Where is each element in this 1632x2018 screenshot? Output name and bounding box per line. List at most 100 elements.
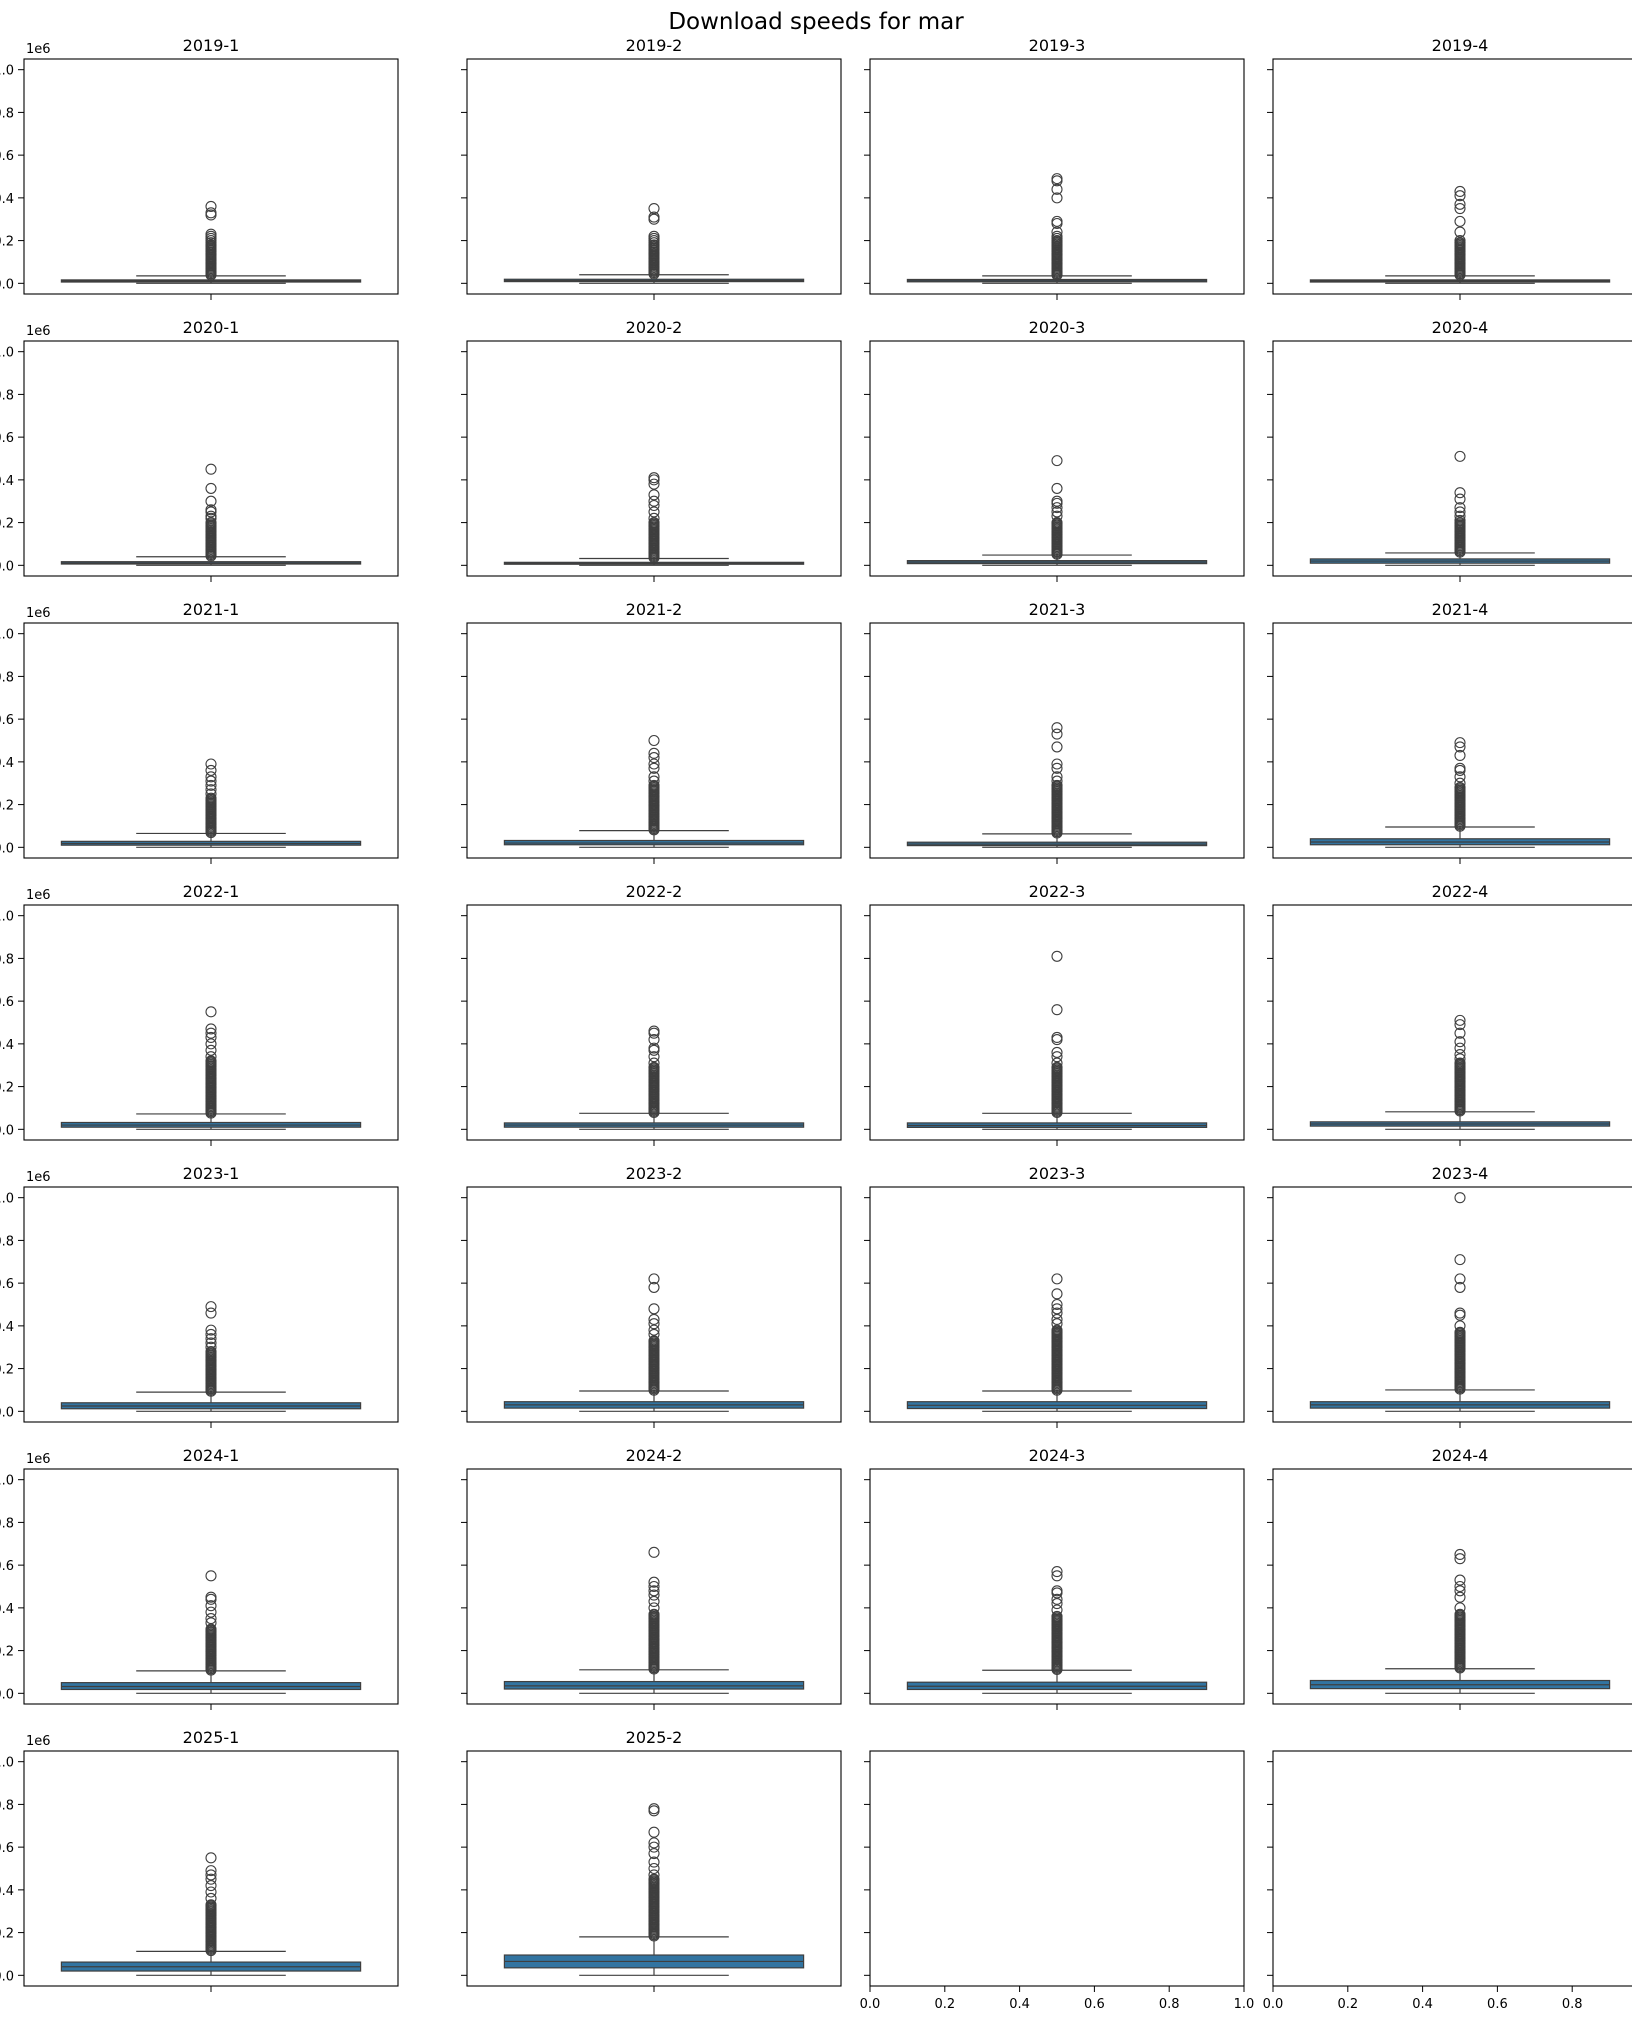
subplot-2023-2: 2023-2	[461, 1164, 842, 1428]
outlier-point	[205, 239, 217, 251]
axes-frame	[1272, 1186, 1632, 1423]
axes-frame	[23, 1468, 399, 1705]
outlier-point	[205, 1623, 217, 1635]
outlier-point	[1051, 1298, 1063, 1311]
outlier-point	[1051, 1057, 1063, 1069]
subplot-title: 2021-4	[1432, 600, 1489, 619]
y-tick-label: 0.4	[0, 1602, 14, 1617]
outlier-point	[1454, 450, 1466, 462]
y-tick-label: 0.6	[0, 431, 14, 446]
outlier-point	[1051, 502, 1063, 514]
outlier-point	[648, 1273, 660, 1285]
outlier-point	[648, 1873, 660, 1885]
subplot-2020-3: 2020-3	[864, 318, 1245, 582]
outlier-point	[205, 1341, 217, 1353]
y-scale-label: 1e6	[26, 42, 51, 57]
y-tick-label: 1.0	[0, 1192, 14, 1207]
outlier-point	[648, 506, 660, 518]
y-tick-label: 0.4	[0, 192, 14, 207]
y-tick-label: 0.2	[0, 1927, 14, 1942]
outlier-point	[1051, 1587, 1063, 1599]
y-tick-label: 0.8	[0, 952, 14, 967]
outlier-point	[648, 499, 660, 512]
subplot-empty-27: 0.00.20.40.60.81.0	[1263, 1750, 1632, 2012]
outlier-point	[648, 1585, 660, 1597]
y-tick-label: 0.8	[0, 670, 14, 685]
axes-frame	[23, 1750, 399, 1987]
outlier-point	[1454, 1042, 1466, 1054]
outlier-point	[1454, 1057, 1466, 1069]
outlier-point	[648, 1027, 660, 1039]
outlier-point	[1454, 1192, 1466, 1204]
outlier-point	[205, 517, 217, 529]
outlier-point	[648, 517, 660, 529]
axes-frame	[1272, 1468, 1632, 1705]
outlier-point	[1051, 217, 1063, 230]
y-tick-label: 0.4	[0, 1038, 14, 1053]
outlier-point	[648, 747, 660, 759]
subplot-title: 2020-1	[183, 318, 240, 337]
outlier-point	[1454, 1027, 1466, 1039]
axes-frame	[466, 340, 842, 577]
y-tick-label: 0.8	[0, 1798, 14, 1813]
outlier-point	[1051, 1570, 1063, 1582]
outlier-point	[1051, 1604, 1063, 1616]
outlier-point	[205, 209, 217, 221]
outlier-point	[648, 752, 660, 764]
y-tick-label: 0.0	[0, 1123, 14, 1138]
outlier-point	[1454, 1585, 1466, 1597]
outlier-point	[648, 1303, 660, 1315]
axes-frame	[1272, 340, 1632, 577]
y-tick-label: 0.2	[0, 1645, 14, 1660]
outlier-point	[1051, 1598, 1063, 1610]
outlier-point	[648, 1847, 660, 1860]
outlier-point	[648, 771, 660, 783]
outlier-point	[1454, 1320, 1466, 1332]
outlier-point	[648, 489, 660, 501]
outlier-point	[205, 1031, 217, 1044]
y-tick-label: 1.0	[0, 1756, 14, 1771]
outlier-point	[1454, 202, 1466, 215]
y-scale-label: 1e6	[26, 324, 51, 339]
outlier-point	[205, 207, 217, 219]
outlier-point	[1454, 1602, 1466, 1614]
outlier-point	[1454, 1553, 1466, 1565]
subplot-title: 2023-3	[1029, 1164, 1086, 1183]
x-tick-label: 0.2	[1337, 1997, 1358, 2012]
y-tick-label: 0.0	[0, 277, 14, 292]
outlier-point	[1454, 493, 1466, 505]
outlier-point	[205, 1337, 217, 1349]
outlier-point	[1051, 1031, 1063, 1044]
subplot-2024-3: 2024-3	[864, 1446, 1245, 1710]
outlier-point	[205, 1606, 217, 1618]
outlier-point	[1051, 183, 1063, 195]
outlier-point	[648, 1862, 660, 1875]
outlier-point	[1051, 175, 1063, 187]
outlier-point	[1454, 502, 1466, 514]
outlier-point	[648, 1856, 660, 1868]
axes-frame	[23, 340, 399, 577]
outlier-point	[1454, 1281, 1466, 1293]
outlier-point	[1051, 1061, 1063, 1073]
outlier-point	[1051, 1565, 1063, 1578]
outlier-point	[1051, 510, 1063, 522]
subplot-2019-3: 2019-3	[864, 36, 1245, 300]
outlier-point	[1454, 1273, 1466, 1285]
axes-frame	[466, 1186, 842, 1423]
axes-frame	[466, 622, 842, 859]
subplot-title: 2024-3	[1029, 1446, 1086, 1465]
axes-frame	[869, 904, 1245, 1141]
subplot-title: 2022-4	[1432, 882, 1489, 901]
outlier-point	[1454, 190, 1466, 202]
y-tick-label: 0.2	[0, 1081, 14, 1096]
subplot-2019-4: 2019-4	[1267, 36, 1632, 300]
outlier-point	[205, 1873, 217, 1885]
subplot-title: 2024-2	[626, 1446, 683, 1465]
outlier-point	[1051, 235, 1063, 247]
outlier-point	[1051, 173, 1063, 185]
subplot-2022-2: 2022-2	[461, 882, 842, 1146]
axes-frame	[869, 1750, 1245, 1987]
outlier-point	[1051, 1273, 1063, 1285]
outlier-point	[1454, 1036, 1466, 1048]
figure-title: Download speeds for mar	[668, 9, 964, 35]
